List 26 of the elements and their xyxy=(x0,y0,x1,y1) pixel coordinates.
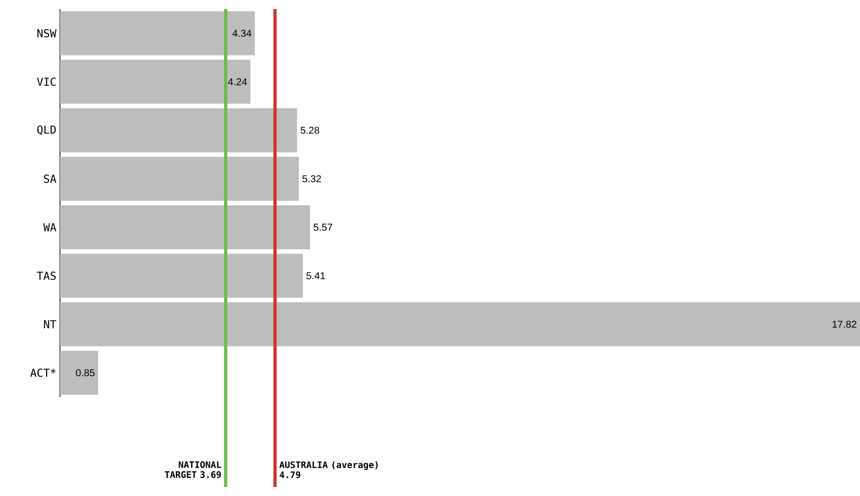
y-tick-label: ACT* xyxy=(30,368,56,377)
bar xyxy=(60,60,250,104)
y-tick-label: NT xyxy=(44,320,56,328)
bar xyxy=(60,108,298,152)
y-tick-label: VIC xyxy=(37,78,56,86)
bar xyxy=(60,11,255,56)
data-label: 5.57 xyxy=(314,224,332,231)
bar xyxy=(60,205,310,250)
y-tick-label: SA xyxy=(44,174,56,183)
bar xyxy=(60,156,299,201)
data-label: 4.34 xyxy=(232,30,252,37)
bar xyxy=(60,302,860,346)
y-tick-label: WA xyxy=(43,223,56,232)
y-tick-label: NSW xyxy=(37,29,56,38)
ref-line-label: NATIONAL TARGET 3.69 xyxy=(164,461,222,478)
data-label: 4.24 xyxy=(228,78,247,86)
bar xyxy=(60,350,98,395)
data-label: 5.41 xyxy=(306,272,325,280)
y-tick-label: QLD xyxy=(37,125,56,136)
data-label: 5.32 xyxy=(302,175,321,182)
bar xyxy=(60,254,303,298)
data-label: 0.85 xyxy=(76,369,95,376)
data-label: 17.82 xyxy=(832,320,856,328)
ref-line-label: AUSTRALIA (average) 4.79 xyxy=(279,461,378,478)
data-label: 5.28 xyxy=(300,126,320,134)
y-tick-label: TAS xyxy=(36,272,56,280)
